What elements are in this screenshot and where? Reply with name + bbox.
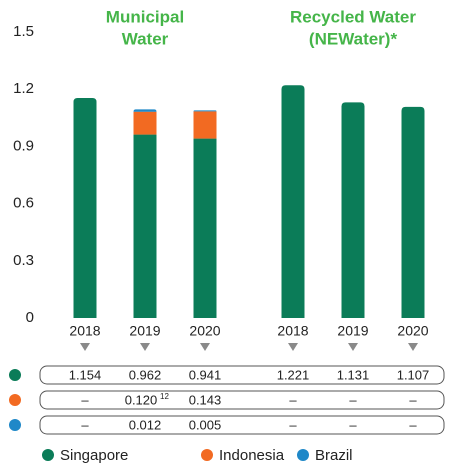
y-tick-label: 0.3 [13,252,34,269]
y-tick-label: 1.5 [13,23,34,40]
y-tick-label: 1.2 [13,80,34,97]
bar-segment [193,138,217,318]
table-cell: 0.962 [129,367,162,382]
row-marker [9,394,21,406]
row-marker [9,419,21,431]
y-tick-label: 0.6 [13,195,34,212]
tick-arrow [288,343,298,351]
y-tick-label: 0 [26,309,34,326]
table-cell: 0.012 [129,417,162,432]
tick-arrow [408,343,418,351]
footnote-ref: 12 [160,392,169,401]
table-cell: – [81,417,89,432]
table-cell: – [289,417,297,432]
group-title: Water [122,29,169,48]
x-tick-label: 2020 [397,323,428,339]
group-title: Municipal [106,7,184,26]
row-frame [39,415,445,435]
table-cell: 0.120 [125,392,158,407]
bar-segment [193,111,217,139]
group-title: Recycled Water [290,7,416,26]
table-cell: – [409,417,417,432]
legend-label: Brazil [315,447,353,464]
bar-segment [133,109,157,112]
table-cell: – [349,417,357,432]
table-cell: 0.143 [189,392,222,407]
bar-segment [341,102,365,318]
tick-arrow [200,343,210,351]
legend-label: Singapore [60,447,128,464]
legend-marker [42,449,54,461]
table-cell: 0.005 [189,417,222,432]
bar-segment [401,106,425,318]
y-tick-label: 0.9 [13,137,34,154]
row-frame [39,365,445,385]
bar-segment [281,85,305,318]
x-tick-label: 2018 [277,323,308,339]
table-cell: 0.941 [189,367,222,382]
tick-arrow [348,343,358,351]
legend-label: Indonesia [219,447,285,464]
x-tick-label: 2019 [129,323,160,339]
table-cell: 1.154 [69,367,102,382]
x-tick-label: 2020 [189,323,220,339]
legend-marker [297,449,309,461]
table-cell: 1.131 [337,367,370,382]
tick-arrow [140,343,150,351]
row-marker [9,369,21,381]
x-tick-label: 2018 [69,323,100,339]
legend-marker [201,449,213,461]
table-cell: 1.221 [277,367,310,382]
table-cell: – [409,392,417,407]
table-cell: – [349,392,357,407]
tick-arrow [80,343,90,351]
group-title: (NEWater)* [309,29,398,48]
bar-segment [133,111,157,135]
table-cell: – [81,392,89,407]
bar-segment [193,110,217,112]
bar-segment [73,97,97,318]
table-cell: 1.107 [397,367,430,382]
bar-segment [133,134,157,318]
table-cell: – [289,392,297,407]
row-frame [39,390,445,410]
x-tick-label: 2019 [337,323,368,339]
